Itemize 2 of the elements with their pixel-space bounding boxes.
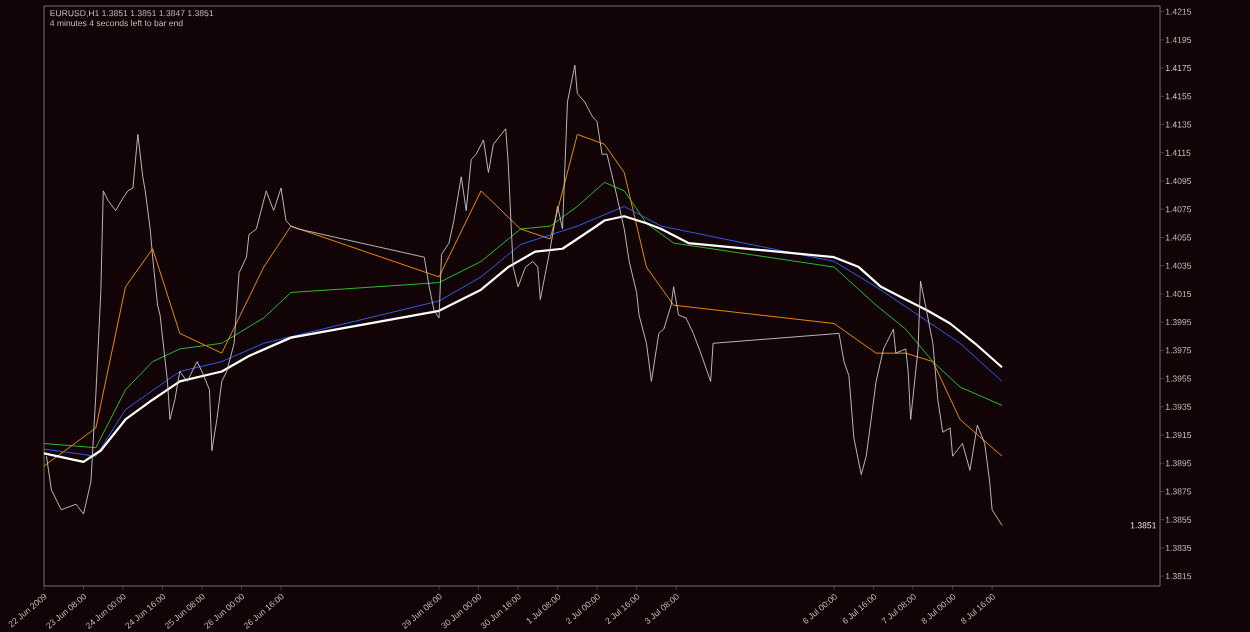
- line-series: [46, 64, 1003, 526]
- line-series: [44, 133, 1003, 467]
